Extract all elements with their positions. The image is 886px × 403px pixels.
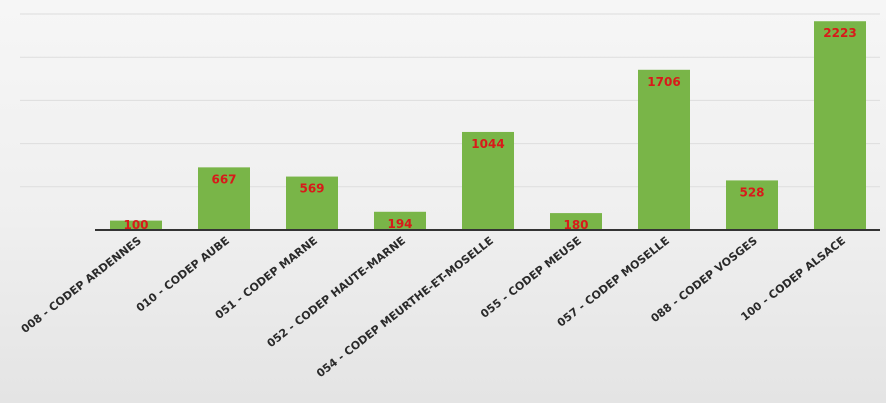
data-label: 194 [387,217,412,231]
category-tick-label: 010 - CODEP AUBE [134,234,232,315]
bar [638,69,690,230]
data-label: 667 [211,172,236,186]
data-label: 100 [123,218,148,232]
bar [726,180,778,230]
data-label: 180 [563,218,588,232]
bar [374,211,426,230]
bar [286,176,338,230]
category-tick-label: 055 - CODEP MEUSE [478,234,584,321]
data-labels: 100 667 569 194 1044 180 1706 528 2223 [123,26,856,232]
gridlines [20,13,880,188]
bar [814,21,866,230]
bar [110,220,162,230]
data-label: 528 [739,185,764,199]
data-label: 1044 [471,137,504,151]
bar [550,213,602,230]
category-tick-label: 054 - CODEP MEURTHE-ET-MOSELLE [314,234,496,380]
bar [462,131,514,230]
data-label: 1706 [647,75,680,89]
category-tick-label: 008 - CODEP ARDENNES [19,234,144,336]
bars [110,21,866,230]
category-tick-label: 052 - CODEP HAUTE-MARNE [265,234,408,350]
bar [198,167,250,230]
data-label: 2223 [823,26,856,40]
data-label: 569 [299,182,324,196]
